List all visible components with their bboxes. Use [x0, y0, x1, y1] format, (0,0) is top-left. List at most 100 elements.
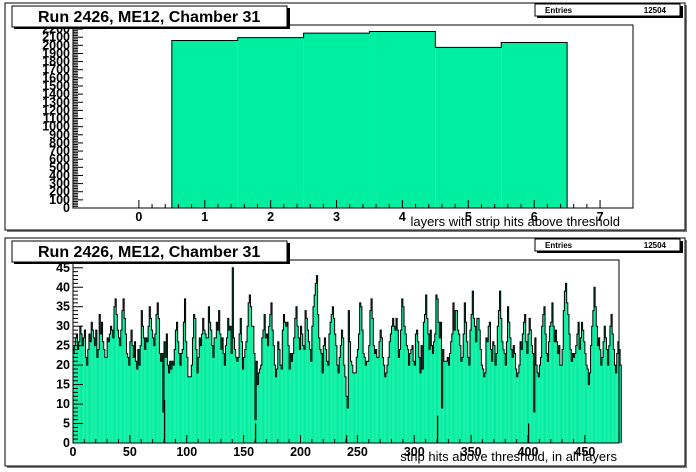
histogram-bin [138, 365, 141, 443]
histogram-bin [293, 337, 295, 443]
histogram-bin [297, 326, 299, 443]
histogram-bin [332, 306, 334, 443]
histogram-bin [367, 361, 369, 443]
histogram-bin [455, 310, 457, 443]
histogram-bin [353, 372, 356, 443]
histogram-bin [133, 357, 135, 443]
histogram-bin [357, 349, 359, 443]
histogram-bin [443, 361, 445, 443]
histogram-bin [151, 330, 153, 443]
histogram-bin [236, 361, 238, 443]
histogram-bin [237, 357, 240, 443]
histogram-bin [433, 341, 435, 443]
histogram-bin [368, 345, 370, 443]
histogram-bin [581, 322, 583, 443]
histogram-bin [352, 372, 354, 443]
histogram-bin [283, 314, 285, 443]
histogram-bin [598, 337, 600, 443]
histogram-bin [444, 361, 447, 443]
x-tick-label: 50 [123, 445, 137, 459]
histogram-bin [542, 314, 544, 443]
histogram-bin [496, 353, 498, 443]
histogram-bin [338, 372, 340, 443]
histogram-bin [596, 326, 598, 443]
histogram-bin [441, 407, 443, 443]
histogram-spike-bin [345, 435, 348, 443]
histogram-bin [504, 353, 506, 443]
histogram-bin [502, 349, 505, 443]
histogram-bin [218, 310, 220, 443]
histogram-bin [135, 361, 137, 443]
histogram-bin [514, 353, 516, 443]
histogram-bin [521, 349, 523, 443]
histogram-bin [497, 326, 499, 443]
y-tick-label: 1200 [42, 103, 70, 117]
histogram-bin [407, 349, 409, 443]
histogram-bin [549, 326, 551, 443]
histogram-bin [429, 349, 431, 443]
histogram-bin [522, 333, 524, 443]
histogram-bin [156, 314, 158, 443]
histogram-bin [278, 349, 281, 443]
histogram-bin [239, 333, 241, 443]
histogram-bin [341, 330, 343, 443]
histogram-bin [191, 365, 193, 443]
x-tick-label: 150 [233, 445, 254, 459]
histogram-bin [365, 365, 367, 443]
histogram-bin [573, 357, 575, 443]
stats-entries-label-bottom: Entries [545, 241, 573, 250]
histogram-bin [512, 357, 514, 443]
y-tick-label: 900 [49, 128, 70, 142]
histogram-bin [175, 330, 177, 443]
histogram-bin [289, 369, 291, 443]
histogram-bin [553, 326, 555, 443]
histogram-bin [300, 326, 302, 443]
histogram-bin [319, 349, 321, 443]
histogram-bin [233, 337, 235, 443]
histogram-bin [165, 357, 167, 443]
histogram-bin [148, 326, 150, 443]
histogram-bin [269, 314, 271, 443]
histogram-bin [284, 322, 286, 443]
histogram-bin [209, 322, 211, 443]
histogram-bin [277, 341, 279, 443]
histogram-bin [349, 341, 351, 443]
histogram-bin [171, 361, 174, 443]
histogram-bin [314, 295, 316, 443]
histogram-bin [498, 310, 500, 443]
histogram-bin [186, 357, 188, 443]
histogram-bin [506, 341, 508, 443]
histogram-bin [447, 357, 449, 443]
histogram-bin [210, 330, 212, 443]
histogram-bin [405, 333, 407, 443]
histogram-bin [415, 333, 417, 443]
histogram-bin [480, 349, 482, 443]
histogram-bin [260, 365, 262, 443]
histogram-bin [431, 345, 433, 443]
histogram-bin [484, 372, 486, 443]
histogram-bin [219, 333, 221, 443]
histogram-bin [225, 345, 227, 443]
histogram-bin [222, 337, 224, 443]
histogram-bin [189, 376, 191, 443]
histogram-bin [117, 330, 119, 443]
y-tick-label: 1600 [42, 71, 70, 85]
histogram-bin [318, 337, 320, 443]
histogram-bin [524, 314, 526, 443]
histogram-bin [211, 345, 213, 443]
histogram-bin [275, 376, 277, 443]
stats-entries-value-top: 12504 [644, 6, 667, 15]
histogram-bin [307, 330, 309, 443]
histogram-bin [482, 369, 484, 443]
histogram-bin [377, 357, 379, 443]
x-axis-bottom: 0 50 100 150 200 250 300 350 400 450 [70, 435, 595, 459]
histogram-bin [430, 330, 432, 443]
histogram-bin [578, 322, 580, 443]
histogram-bin [507, 306, 509, 443]
histogram-bin [315, 283, 317, 443]
histogram-bin [149, 306, 151, 443]
histogram-bin [153, 345, 155, 443]
histogram-bin [343, 365, 345, 443]
histogram-bin [171, 40, 238, 208]
histogram-bin [320, 353, 323, 443]
